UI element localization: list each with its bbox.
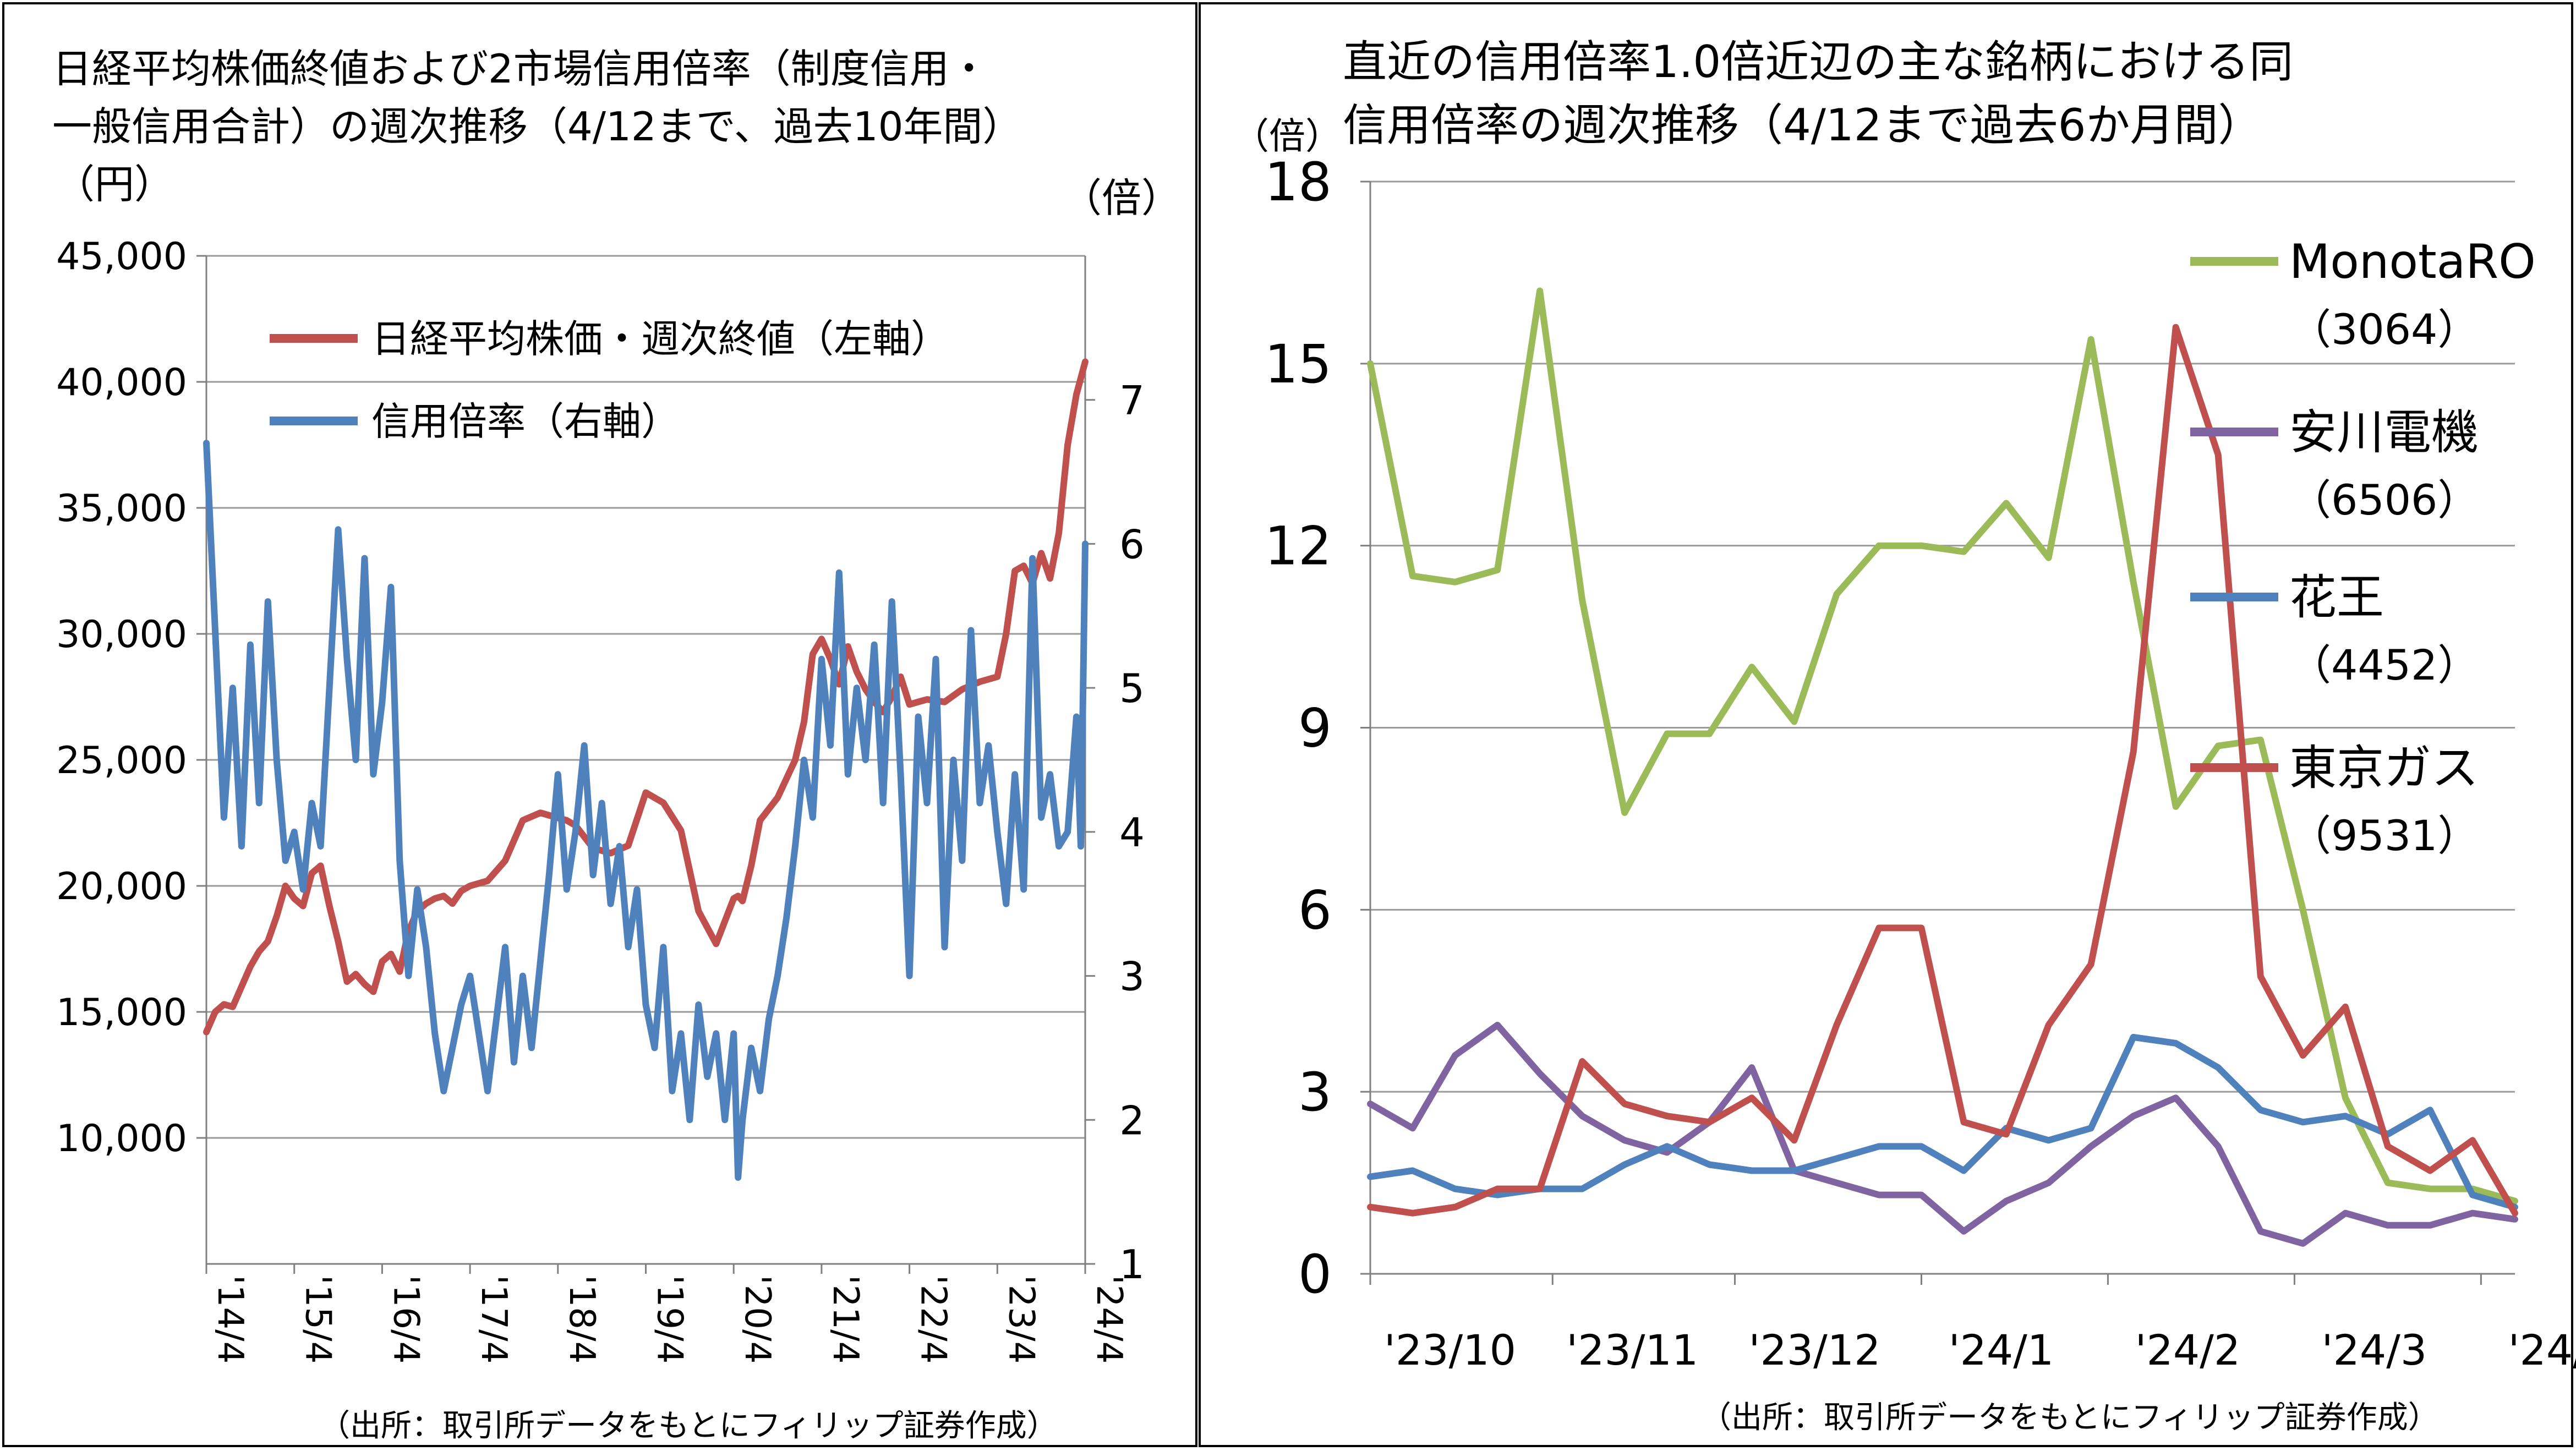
right-legend-name-3: 東京ガス [2289, 741, 2479, 796]
legend-label-margin-ratio: 信用倍率（右軸） [371, 399, 680, 444]
right-gridlines [1370, 180, 2515, 1093]
stocks-chart-panel: 直近の信用倍率1.0倍近辺の主な銘柄における同 信用倍率の週次推移（4/12まで… [1199, 2, 2576, 1447]
right-legend-code-1: （6506） [2289, 475, 2479, 524]
left-y-tick-label: 40,000 [56, 361, 187, 404]
right-chart-y-tick-label: 15 [1265, 333, 1332, 395]
right-x-tick-label: '24/2 [2135, 1326, 2241, 1375]
left-y-tick-label: 20,000 [56, 865, 187, 908]
left-x-tick-label: '23/4 [1000, 1275, 1041, 1364]
right-axes: 0 3 6 9 12 15 18 '23/10 '23/11 '23/12 '24/1 '24/2 '2… [1265, 151, 2576, 1375]
right-y-tick-label: 4 [1119, 809, 1145, 856]
right-chart-y-axis-label: （倍） [1233, 115, 1342, 157]
right-x-tick-label: '24/4 [2508, 1326, 2576, 1375]
left-y-axis-label: （円） [55, 161, 174, 207]
left-y-tick-label: 25,000 [56, 739, 187, 782]
right-chart-y-tick-label: 18 [1265, 151, 1332, 213]
left-x-tick-label: '16/4 [385, 1275, 426, 1364]
right-chart-y-tick-label: 0 [1298, 1244, 1332, 1305]
right-chart-y-tick-label: 12 [1265, 516, 1332, 577]
right-chart-y-tick-label: 6 [1298, 879, 1332, 941]
left-source-note: （出所：取引所データをもとにフィリップ証券作成） [319, 1408, 1058, 1444]
right-y-axis-label: （倍） [1062, 175, 1181, 221]
left-x-tick-label: '20/4 [737, 1275, 778, 1364]
right-legend-code-2: （4452） [2289, 640, 2479, 689]
left-x-tick-label: '15/4 [298, 1275, 338, 1364]
right-x-tick-label: '23/12 [1749, 1326, 1881, 1375]
right-x-tick-label: '23/11 [1566, 1326, 1698, 1375]
left-title-line-2: 一般信用合計）の週次推移（4/12まで、過去10年間） [52, 103, 1022, 150]
right-x-tick-label: '23/10 [1384, 1326, 1516, 1375]
right-legend-name-0: MonotaRO [2289, 234, 2536, 289]
right-series-line-2 [1367, 1033, 2518, 1211]
right-panel-border [1199, 2, 2573, 1447]
right-chart-y-tick-label: 3 [1298, 1061, 1332, 1123]
right-chart-y-tick-label: 9 [1298, 698, 1332, 759]
right-legend: MonotaRO （3064） 安川電機 （6506） 花王 （4452） 東京ガス （953… [2190, 234, 2536, 860]
left-x-tick-label: '24/4 [1089, 1275, 1129, 1364]
right-legend-name-2: 花王 [2289, 570, 2384, 625]
right-series-line-1 [1367, 1021, 2518, 1247]
right-title-line-1: 直近の信用倍率1.0倍近辺の主な銘柄における同 [1343, 36, 2293, 87]
left-x-tick-label: '17/4 [473, 1275, 514, 1364]
right-y-tick-label: 3 [1119, 954, 1145, 1000]
right-y-tick-label: 5 [1119, 665, 1145, 711]
right-legend-code-0: （3064） [2289, 305, 2479, 354]
left-y-tick-label: 15,000 [56, 991, 187, 1034]
right-series-lines [1367, 287, 2518, 1247]
left-x-tick-label: '22/4 [913, 1275, 954, 1364]
legend-label-nikkei: 日経平均株価・週次終値（左軸） [371, 316, 949, 362]
left-y-tick-label: 10,000 [56, 1117, 187, 1160]
right-series-line-3 [1367, 324, 2518, 1217]
left-panel-border [2, 2, 1197, 1447]
left-legend: 日経平均株価・週次終値（左軸） 信用倍率（右軸） [270, 316, 949, 444]
left-x-tick-label: '14/4 [210, 1275, 250, 1364]
right-series-line-0 [1367, 287, 2518, 1204]
left-x-tick-label: '19/4 [649, 1275, 690, 1364]
left-series-line-1 [203, 440, 1089, 1181]
right-source-note: （出所：取引所データをもとにフィリップ証券作成） [1700, 1400, 2439, 1436]
right-y-tick-label: 2 [1119, 1097, 1145, 1143]
right-title-line-2: 信用倍率の週次推移（4/12まで過去6か月間） [1343, 100, 2262, 151]
left-axes: 10,000 15,000 20,000 25,000 30,000 35,000 40,0… [56, 235, 1145, 1364]
left-y-tick-label: 35,000 [56, 487, 187, 530]
left-y-tick-label: 45,000 [56, 235, 187, 278]
right-legend-code-3: （9531） [2289, 811, 2479, 860]
right-legend-name-1: 安川電機 [2289, 405, 2479, 460]
left-x-tick-label: '18/4 [561, 1275, 602, 1364]
left-series-lines [203, 358, 1089, 1181]
left-title-line-1: 日経平均株価終値および2市場信用倍率（制度信用・ [52, 46, 989, 92]
nikkei-chart-panel: 日経平均株価終値および2市場信用倍率（制度信用・ 一般信用合計）の週次推移（4/… [2, 2, 1197, 1447]
left-x-tick-label: '21/4 [825, 1275, 866, 1364]
right-x-tick-label: '24/3 [2322, 1326, 2427, 1375]
right-y-tick-label: 7 [1119, 377, 1145, 424]
right-y-tick-label: 1 [1119, 1241, 1145, 1288]
right-y-tick-label: 6 [1119, 521, 1145, 567]
right-x-tick-label: '24/1 [1949, 1326, 2054, 1375]
left-y-tick-label: 30,000 [56, 613, 187, 656]
